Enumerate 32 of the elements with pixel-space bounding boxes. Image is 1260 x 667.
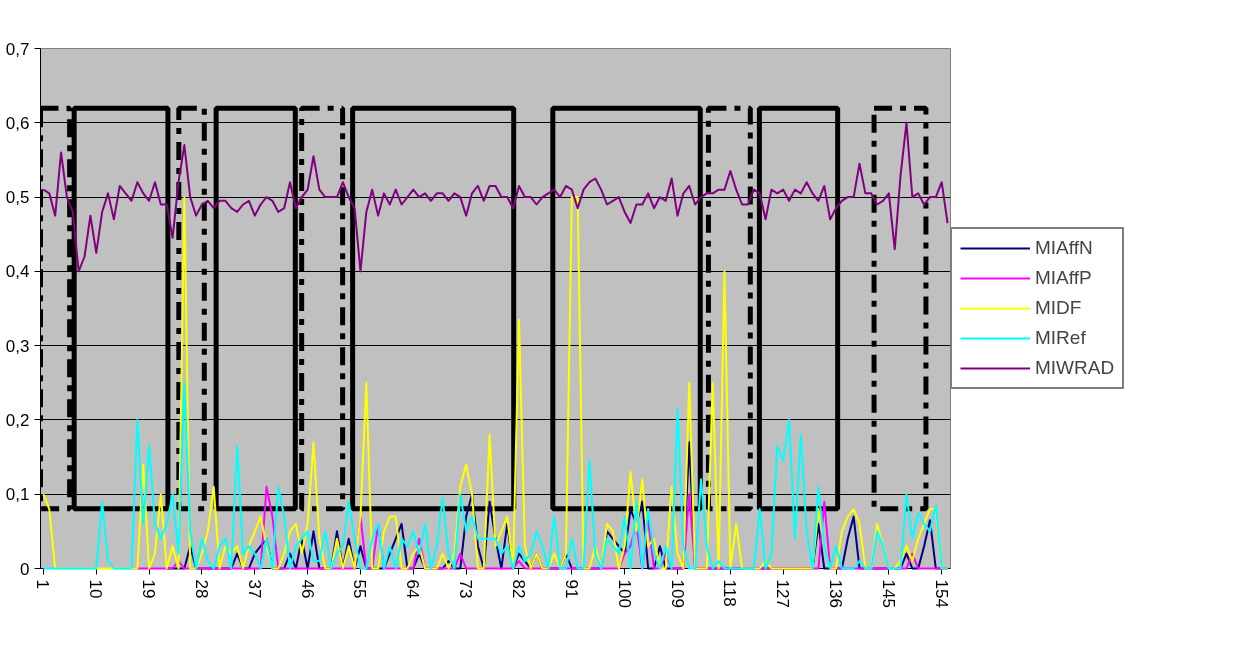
legend-label: MIWRAD [1035,357,1115,379]
x-tick-label: 10 [86,579,106,599]
x-tick-label: 136 [826,579,846,608]
x-tick-label: 118 [720,579,740,607]
x-tick-label: 100 [614,579,634,608]
y-tick-label: 0,1 [5,485,30,505]
y-tick-label: 0,2 [5,410,30,430]
x-tick-label: 73 [456,579,476,599]
x-tick-label: 46 [297,579,317,599]
x-tick-label: 109 [667,579,687,608]
x-tick-label: 91 [561,579,581,599]
x-tick-label: 82 [508,579,528,599]
legend-label: MIDF [1035,297,1082,319]
y-tick-label: 0,3 [5,336,30,356]
y-tick-label: 0,5 [5,188,30,208]
x-tick-label: 37 [244,579,264,599]
x-tick-label: 19 [139,579,159,599]
x-tick-label: 64 [403,579,423,599]
legend-label: MIAffP [1035,267,1092,289]
x-tick-label: 1 [33,579,53,589]
x-tick-label: 145 [878,579,898,608]
y-tick-label: 0 [20,559,30,579]
y-tick-label: 0,7 [5,39,30,59]
y-tick-label: 0,6 [5,113,30,133]
x-tick-label: 127 [773,579,793,608]
x-tick-label: 154 [931,579,951,608]
line-series [42,121,949,273]
legend-label: MIRef [1035,327,1086,349]
x-tick-label: 55 [350,579,370,599]
y-tick-label: 0,4 [5,262,30,282]
legend-label: MIAffN [1035,237,1093,259]
x-tick-label: 28 [191,579,211,599]
